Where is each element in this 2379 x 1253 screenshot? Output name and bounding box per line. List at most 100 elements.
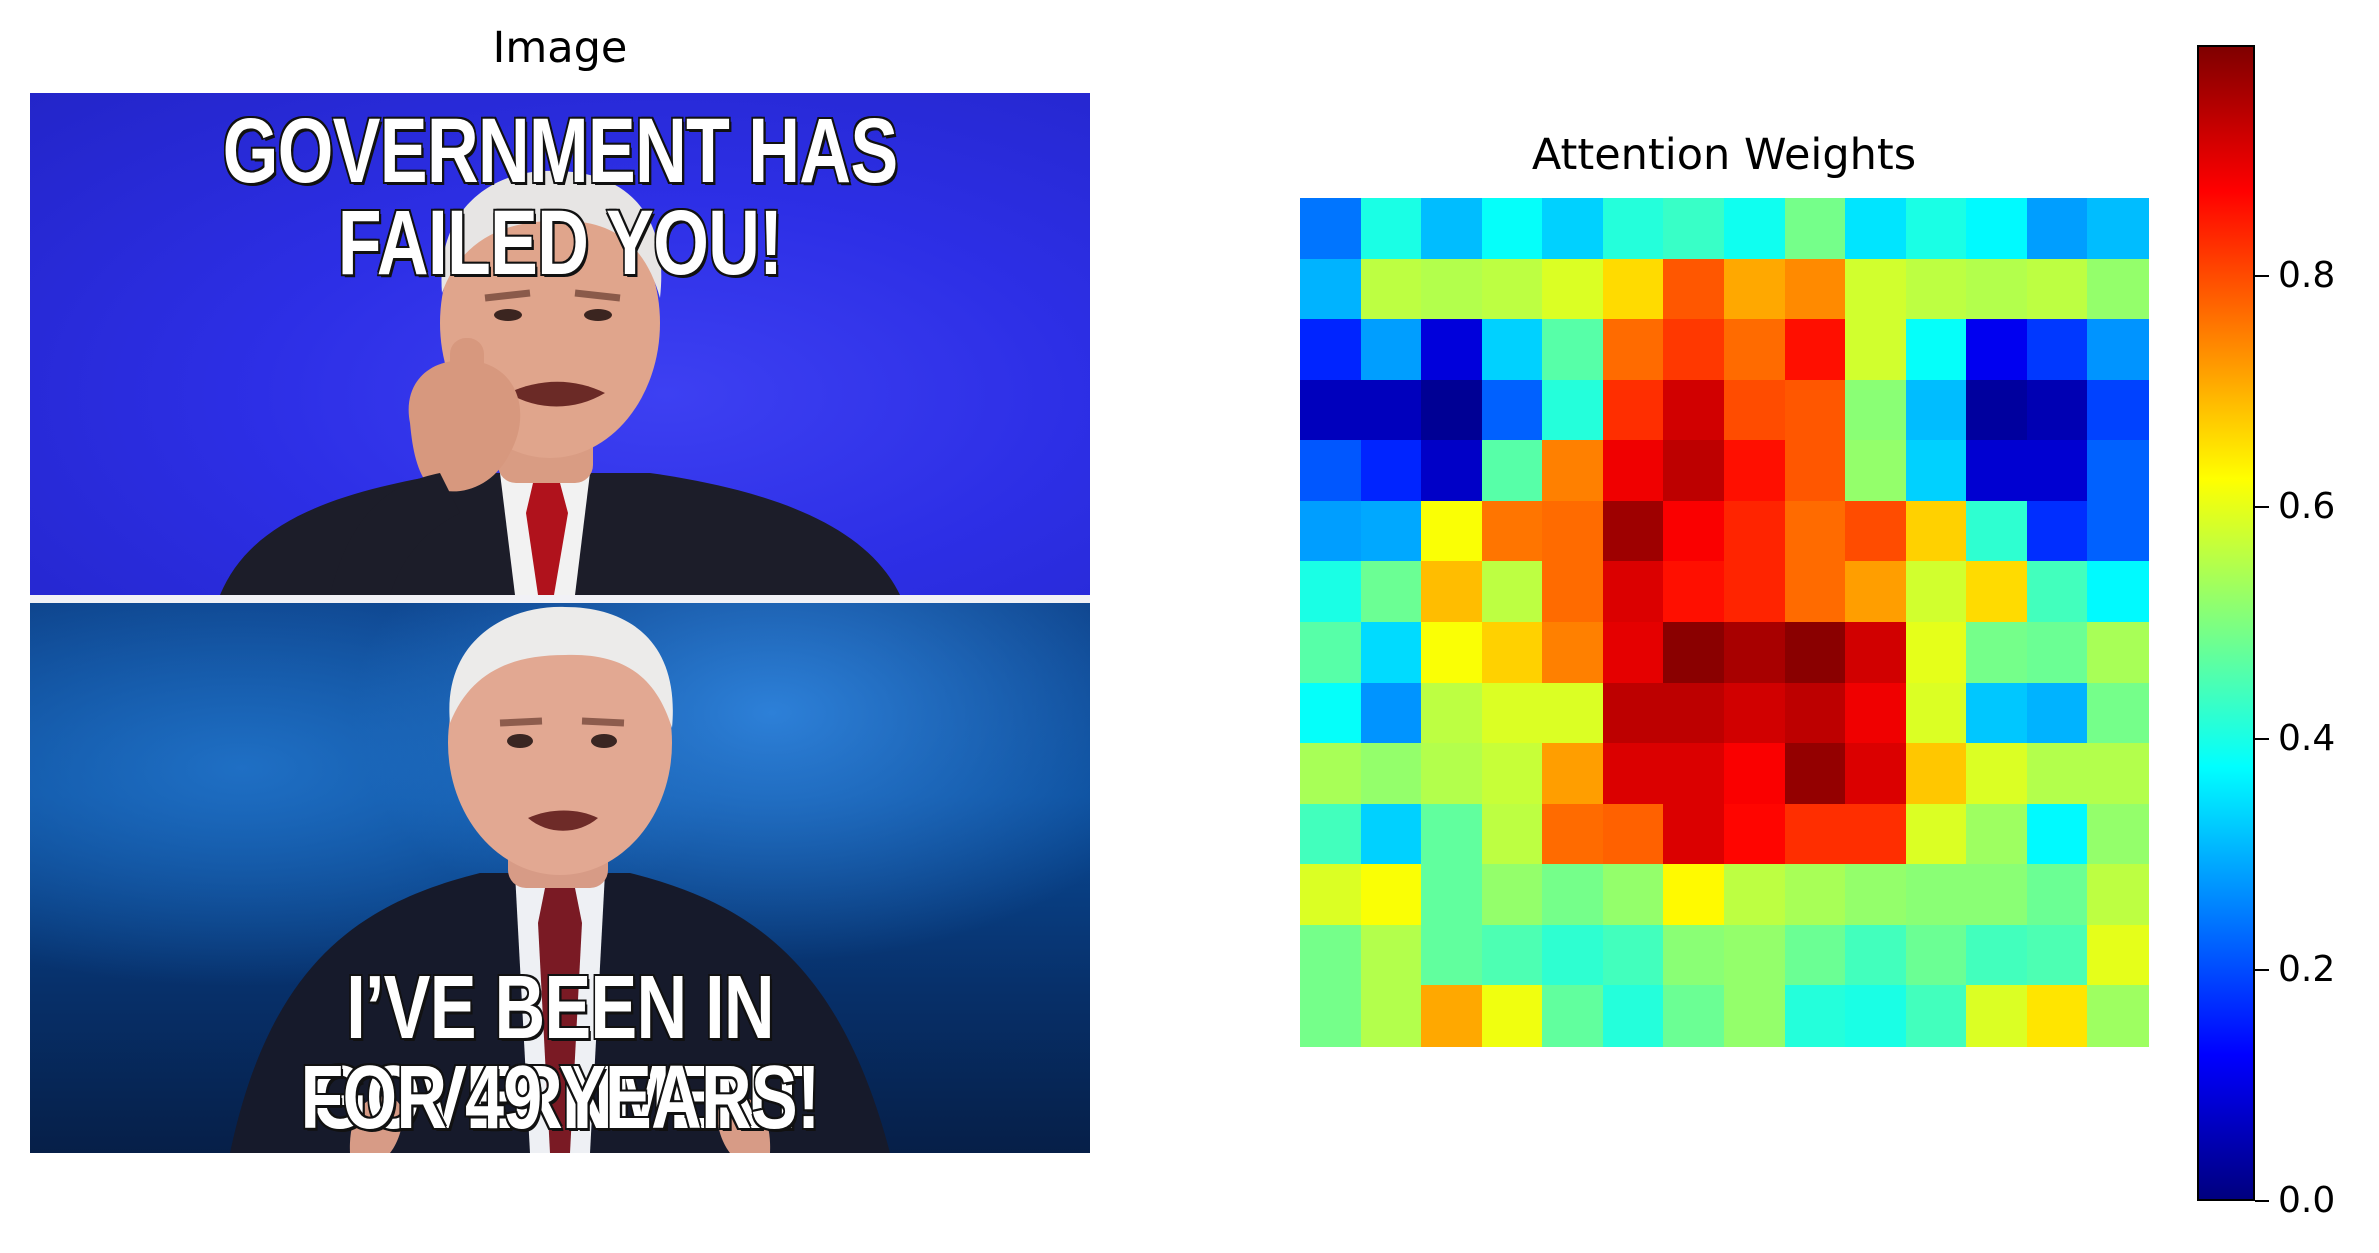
heatmap-cell (1966, 682, 2029, 745)
heatmap-cell (1421, 924, 1484, 987)
heatmap-cell (1300, 682, 1362, 745)
heatmap-cell (1845, 682, 1908, 745)
heatmap-cell (1905, 743, 1968, 806)
heatmap-cell (1421, 440, 1484, 503)
heatmap-cell (2087, 985, 2150, 1048)
heatmap-cell (1602, 803, 1665, 866)
heatmap-cell (1481, 864, 1544, 927)
heatmap-cell (2026, 682, 2089, 745)
heatmap-cell (1784, 743, 1847, 806)
heatmap-cell (1360, 440, 1423, 503)
heatmap-cell (1481, 379, 1544, 442)
meme-bottom-caption-line2: FOR 49 YEARS! (299, 1048, 821, 1148)
heatmap-cell (2087, 440, 2150, 503)
heatmap-cell (1784, 864, 1847, 927)
heatmap-cell (1300, 622, 1362, 684)
heatmap-cell (1724, 500, 1786, 563)
colorbar (2197, 45, 2255, 1201)
heatmap-cell (1905, 985, 1968, 1048)
heatmap-cell (1784, 440, 1847, 503)
heatmap-cell (1905, 803, 1968, 866)
heatmap-cell (1300, 198, 1362, 260)
heatmap-cell (1845, 258, 1908, 321)
heatmap-cell (1905, 258, 1968, 321)
heatmap-cell (1724, 319, 1786, 382)
heatmap-cell (2026, 864, 2089, 927)
heatmap-cell (1360, 743, 1423, 806)
heatmap-cell (1663, 379, 1726, 442)
colorbar-tick (2255, 275, 2269, 278)
heatmap-cell (1542, 500, 1605, 563)
heatmap-cell (1663, 319, 1726, 382)
heatmap-cell (1784, 985, 1847, 1048)
heatmap-cell (1784, 500, 1847, 563)
heatmap-cell (1845, 500, 1908, 563)
heatmap-cell (1602, 198, 1665, 260)
heatmap-cell (1602, 561, 1665, 624)
heatmap-cell (1542, 743, 1605, 806)
heatmap-title: Attention Weights (1531, 130, 1917, 180)
heatmap-cell (1724, 440, 1786, 503)
heatmap-cell (2087, 500, 2150, 563)
heatmap-cell (1905, 319, 1968, 382)
meme-top-caption: GOVERNMENT HAS FAILED YOU! (221, 100, 899, 294)
heatmap-cell (1300, 440, 1362, 503)
heatmap-cell (1481, 682, 1544, 745)
heatmap-cell (1481, 622, 1544, 684)
heatmap-cell (1966, 561, 2029, 624)
heatmap-cell (1602, 622, 1665, 684)
heatmap-cell (1784, 803, 1847, 866)
heatmap-cell (1905, 440, 1968, 503)
heatmap-cell (1602, 743, 1665, 806)
heatmap-cell (1360, 864, 1423, 927)
heatmap-cell (1724, 379, 1786, 442)
colorbar-tick-label: 0.0 (2278, 1180, 2336, 1221)
heatmap-cell (1724, 258, 1786, 321)
heatmap-cell (1481, 803, 1544, 866)
heatmap-cell (1905, 622, 1968, 684)
heatmap-cell (2087, 319, 2150, 382)
heatmap-cell (1542, 622, 1605, 684)
heatmap-cell (1784, 622, 1847, 684)
heatmap-cell (1481, 924, 1544, 987)
heatmap-cell (1966, 924, 2029, 987)
heatmap-cell (1602, 440, 1665, 503)
heatmap-cell (1966, 258, 2029, 321)
heatmap-cell (1481, 258, 1544, 321)
heatmap-cell (1784, 319, 1847, 382)
heatmap-cell (1663, 864, 1726, 927)
heatmap-cell (1845, 803, 1908, 866)
heatmap-cell (1421, 864, 1484, 927)
heatmap-cell (1421, 682, 1484, 745)
heatmap-cell (1421, 198, 1484, 260)
meme-top-panel: GOVERNMENT HAS FAILED YOU! (30, 93, 1090, 595)
heatmap-cell (1421, 319, 1484, 382)
heatmap-cell (1724, 561, 1786, 624)
colorbar-tick (2255, 506, 2269, 509)
heatmap-cell (1724, 198, 1786, 260)
heatmap-cell (1724, 924, 1786, 987)
heatmap-cell (1845, 319, 1908, 382)
heatmap-cell (1542, 319, 1605, 382)
heatmap-cell (1360, 985, 1423, 1048)
heatmap-cell (1542, 440, 1605, 503)
heatmap-cell (1966, 500, 2029, 563)
heatmap-cell (1602, 258, 1665, 321)
heatmap-cell (1421, 561, 1484, 624)
heatmap-cell (1663, 198, 1726, 260)
heatmap-cell (2026, 440, 2089, 503)
heatmap-cell (1481, 319, 1544, 382)
heatmap-cell (1360, 803, 1423, 866)
attention-heatmap (1300, 198, 2150, 1048)
heatmap-cell (1663, 803, 1726, 866)
heatmap-cell (2087, 379, 2150, 442)
heatmap-cell (1845, 864, 1908, 927)
heatmap-cell (1663, 440, 1726, 503)
heatmap-cell (1542, 924, 1605, 987)
heatmap-cell (1966, 864, 2029, 927)
heatmap-cell (1966, 803, 2029, 866)
heatmap-cell (1481, 561, 1544, 624)
heatmap-cell (1966, 198, 2029, 260)
colorbar-tick-label: 0.8 (2278, 255, 2336, 297)
heatmap-cell (2087, 258, 2150, 321)
